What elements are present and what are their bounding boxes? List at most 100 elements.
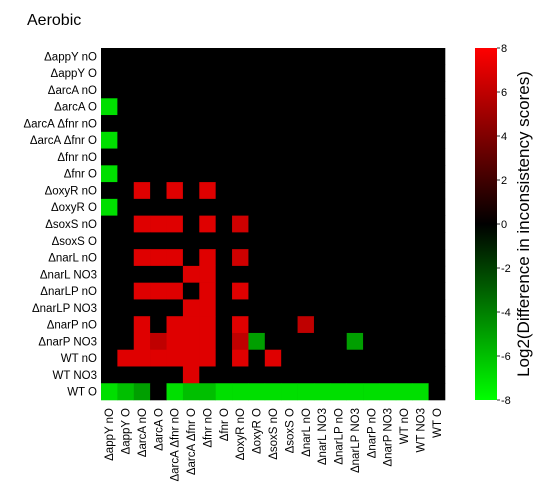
heatmap-cell — [264, 182, 282, 200]
heatmap-cell — [215, 115, 233, 133]
heatmap-cell — [346, 232, 364, 250]
heatmap-cell — [363, 98, 380, 116]
heatmap-cell — [363, 115, 380, 133]
row-label: ΔarcA O — [54, 102, 97, 114]
heatmap-cell — [166, 64, 184, 82]
heatmap-cell — [428, 249, 446, 267]
column-label: ΔappY O — [121, 408, 133, 455]
heatmap-cell — [117, 64, 135, 82]
heatmap-cell — [281, 48, 298, 66]
heatmap-cell — [346, 215, 364, 233]
heatmap-cell — [133, 165, 151, 183]
heatmap-cell — [150, 383, 167, 401]
heatmap-cell — [379, 332, 397, 351]
heatmap-cell — [395, 131, 413, 149]
heatmap-cell — [395, 64, 413, 82]
heatmap-cell — [395, 249, 413, 267]
heatmap-cell — [199, 81, 216, 99]
heatmap-cell — [264, 148, 282, 166]
heatmap-cell — [428, 115, 446, 133]
heatmap-cell — [232, 182, 249, 200]
heatmap-cell — [379, 215, 397, 233]
heatmap-cell — [330, 332, 348, 351]
column-label: Δfnr nO — [202, 408, 214, 448]
heatmap-cell — [199, 366, 216, 384]
heatmap-cell — [330, 383, 348, 401]
heatmap-cell — [182, 332, 200, 351]
heatmap-cell — [133, 148, 151, 166]
heatmap-cell — [182, 232, 200, 250]
heatmap-cell — [101, 165, 118, 183]
heatmap-cell — [412, 265, 429, 283]
heatmap-cell — [428, 332, 446, 351]
heatmap-cell — [264, 265, 282, 283]
heatmap-cell — [297, 215, 315, 233]
heatmap-cell — [346, 64, 364, 82]
heatmap-cell — [395, 332, 413, 351]
column-label: ΔnarLP nO — [334, 408, 346, 465]
heatmap-cell — [248, 98, 266, 116]
heatmap-cell — [101, 249, 118, 267]
colorbar-tick-label: 4 — [501, 131, 507, 143]
heatmap-cell — [101, 383, 118, 401]
heatmap-cell — [395, 366, 413, 384]
heatmap-cell — [346, 299, 364, 317]
heatmap-cell — [199, 349, 216, 367]
column-label: ΔoxyR O — [252, 408, 264, 454]
heatmap-cell — [101, 198, 118, 216]
heatmap-cell — [215, 64, 233, 82]
heatmap-cell — [133, 282, 151, 300]
heatmap-cell — [313, 349, 331, 367]
column-label: ΔarcA Δfnr O — [186, 408, 198, 475]
heatmap-cell — [412, 48, 429, 66]
heatmap-cell — [248, 165, 266, 183]
colorbar-ticks: 8 6 4 2 0 -2 -4 -6 -8 — [497, 43, 511, 407]
heatmap-cell — [248, 316, 266, 334]
heatmap-cell — [346, 249, 364, 267]
heatmap-cell — [297, 115, 315, 133]
heatmap-cell — [248, 81, 266, 99]
heatmap-cell — [281, 81, 298, 99]
heatmap-cell — [330, 182, 348, 200]
heatmap-cell — [281, 148, 298, 166]
heatmap-cell — [346, 165, 364, 183]
heatmap-cell — [248, 265, 266, 283]
heatmap-cell — [199, 98, 216, 116]
heatmap-cell — [330, 165, 348, 183]
heatmap-cell — [363, 349, 380, 367]
heatmap-cell — [166, 165, 184, 183]
heatmap-cell — [297, 198, 315, 216]
heatmap-cell — [150, 349, 167, 367]
heatmap-cell — [428, 349, 446, 367]
heatmap-cell — [101, 182, 118, 200]
heatmap-cell — [313, 282, 331, 300]
heatmap-cell — [412, 98, 429, 116]
heatmap-cell — [248, 383, 266, 401]
heatmap-cell — [232, 198, 249, 216]
heatmap-cell — [428, 98, 446, 116]
heatmap-cell — [281, 332, 298, 351]
heatmap-cell — [150, 332, 167, 351]
heatmap-cell — [248, 64, 266, 82]
heatmap-cell — [232, 215, 249, 233]
heatmap-cell — [150, 215, 167, 233]
heatmap-cell — [428, 299, 446, 317]
heatmap-cell — [101, 131, 118, 149]
column-label: ΔarcA Δfnr nO — [170, 408, 182, 482]
column-label: ΔarcA O — [153, 408, 165, 451]
heatmap-cell — [199, 148, 216, 166]
heatmap-cell — [330, 98, 348, 116]
heatmap-cell — [117, 332, 135, 351]
heatmap-cell — [379, 282, 397, 300]
heatmap-cell — [150, 299, 167, 317]
heatmap-cell — [248, 332, 266, 351]
heatmap-cell — [248, 182, 266, 200]
heatmap-cell — [182, 148, 200, 166]
heatmap-cell — [215, 81, 233, 99]
heatmap-cell — [313, 215, 331, 233]
heatmap-cell — [313, 232, 331, 250]
colorbar-tick-label: 2 — [501, 175, 507, 187]
heatmap-cell — [150, 182, 167, 200]
heatmap-cell — [199, 115, 216, 133]
heatmap-cell — [379, 316, 397, 334]
